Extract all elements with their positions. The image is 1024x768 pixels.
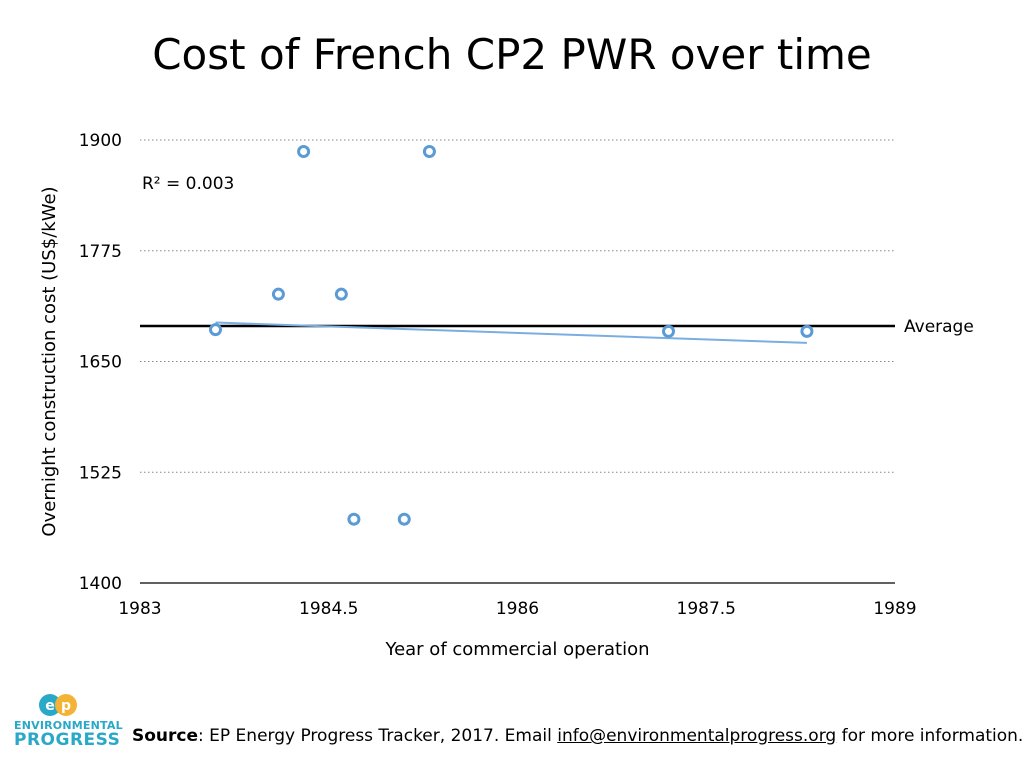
data-point	[334, 287, 348, 301]
svg-text:p: p	[61, 698, 71, 714]
x-tick-label: 1986	[496, 599, 539, 619]
chart-title: Cost of French CP2 PWR over time	[152, 30, 872, 79]
y-tick-label: 1650	[79, 353, 122, 373]
ep-logo-icon: e p	[39, 694, 77, 716]
y-tick-label: 1775	[79, 242, 122, 262]
data-point	[347, 512, 361, 526]
x-tick-label: 1983	[118, 599, 161, 619]
email-link[interactable]: info@environmentalprogress.org	[557, 726, 837, 746]
r-squared-label: R² = 0.003	[142, 174, 234, 194]
y-tick-label: 1400	[79, 574, 122, 594]
y-tick-label: 1525	[79, 463, 122, 483]
y-tick-label: 1900	[79, 131, 122, 151]
data-point	[397, 512, 411, 526]
logo-line-1: ENVIRONMENTAL	[14, 719, 123, 732]
x-tick-label: 1989	[873, 599, 916, 619]
source-text: : EP Energy Progress Tracker, 2017. Emai…	[198, 726, 558, 746]
y-axis-title: Overnight construction cost (US$/kWe)	[39, 186, 60, 536]
data-point	[271, 287, 285, 301]
data-point	[297, 145, 311, 159]
logo-line-2: PROGRESS	[14, 730, 121, 750]
data-point	[662, 324, 675, 338]
x-tick-label: 1984.5	[299, 599, 358, 619]
data-point	[209, 323, 222, 337]
source-footnote: Source: EP Energy Progress Tracker, 2017…	[132, 726, 1023, 746]
source-tail: for more information.	[836, 726, 1024, 746]
trendline	[215, 321, 807, 344]
x-axis-title: Year of commercial operation	[384, 639, 649, 660]
x-tick-label: 1987.5	[677, 599, 736, 619]
average-label: Average	[904, 317, 974, 337]
data-point	[800, 324, 814, 338]
svg-text:e: e	[45, 698, 55, 714]
source-label: Source	[132, 726, 199, 746]
data-point	[422, 145, 436, 159]
scatter-chart: 1400 1525 1650 1775 1900 1983 1984.5 1986 1987.5…	[39, 131, 974, 660]
